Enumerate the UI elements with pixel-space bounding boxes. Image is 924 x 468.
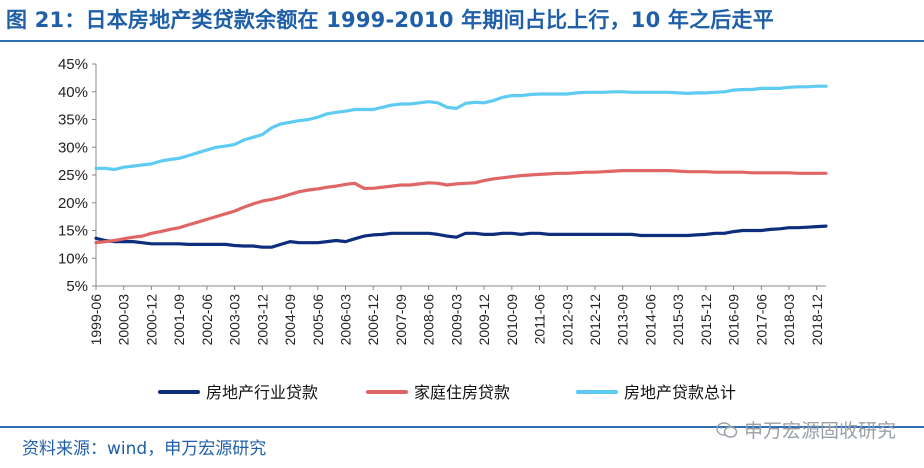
x-tick-label: 2003-12 <box>254 294 270 346</box>
wechat-icon <box>716 421 738 438</box>
x-tick-label: 2000-03 <box>116 294 132 346</box>
x-tick-label: 2017-06 <box>753 294 769 346</box>
title-divider <box>0 40 924 42</box>
x-tick-label: 2012-03 <box>559 294 575 346</box>
x-tick-label: 2015-12 <box>698 294 714 346</box>
series-line-3 <box>94 84 828 172</box>
y-tick-label: 20% <box>58 195 88 212</box>
x-tick-label: 2006-03 <box>337 294 353 346</box>
x-tick-label: 2013-09 <box>615 294 631 346</box>
page-title: 图 21：日本房地产类贷款余额在 1999-2010 年期间占比上行，10 年之… <box>6 8 774 32</box>
watermark-text: 申万宏源固收研究 <box>743 420 896 442</box>
x-tick-label: 2010-09 <box>504 294 520 346</box>
legend-label: 房地产行业贷款 <box>206 383 318 402</box>
y-tick-label: 15% <box>58 223 88 240</box>
x-tick-label: 2018-03 <box>781 294 797 346</box>
y-tick-label: 35% <box>58 112 88 129</box>
x-tick-label: 2009-12 <box>476 294 492 346</box>
x-tick-label: 2000-12 <box>143 294 159 346</box>
x-tick-label: 2009-03 <box>448 294 464 346</box>
x-tick-label: 2006-12 <box>365 294 381 346</box>
y-tick-label: 45% <box>58 56 88 73</box>
legend-label: 房地产贷款总计 <box>624 383 736 402</box>
x-tick-label: 2003-03 <box>227 294 243 346</box>
legend-label: 家庭住房贷款 <box>414 383 510 402</box>
y-tick-label: 40% <box>58 84 88 101</box>
y-tick-label: 30% <box>58 139 88 156</box>
x-tick-label: 2011-06 <box>532 294 548 345</box>
line-chart: 45% 40% 35% 30% 25% 20% 15% 10% 5%1999-06 2000-03… <box>58 56 828 402</box>
y-tick-label: 10% <box>58 250 88 267</box>
x-tick-label: 2004-09 <box>282 294 298 346</box>
x-tick-label: 2012-12 <box>587 294 603 346</box>
source-note: 资料来源：wind，申万宏源研究 <box>22 439 267 459</box>
chart-series <box>94 84 828 249</box>
x-tick-label: 2015-03 <box>670 294 686 346</box>
series-line-2 <box>94 168 828 245</box>
x-tick-label: 2016-09 <box>726 294 742 346</box>
x-tick-label: 2018-12 <box>809 294 825 346</box>
y-tick-label: 25% <box>58 167 88 184</box>
chart-axes: 45% 40% 35% 30% 25% 20% 15% 10% 5%1999-06 2000-03… <box>58 56 826 345</box>
x-tick-label: 2001-09 <box>171 294 187 346</box>
y-tick-label: 5% <box>66 278 88 295</box>
x-tick-label: 2008-06 <box>421 294 437 346</box>
x-tick-label: 2014-06 <box>642 294 658 346</box>
chart-legend: 房地产行业贷款 家庭住房贷款 房地产贷款总计 <box>158 383 736 402</box>
x-tick-label: 2005-06 <box>310 294 326 346</box>
watermark: 申万宏源固收研究 <box>716 416 896 443</box>
x-tick-label: 2002-06 <box>199 294 215 346</box>
footer-divider <box>0 426 924 428</box>
series-line-1 <box>94 224 828 249</box>
x-tick-label: 2007-09 <box>393 294 409 346</box>
x-tick-label: 1999-06 <box>88 294 104 346</box>
